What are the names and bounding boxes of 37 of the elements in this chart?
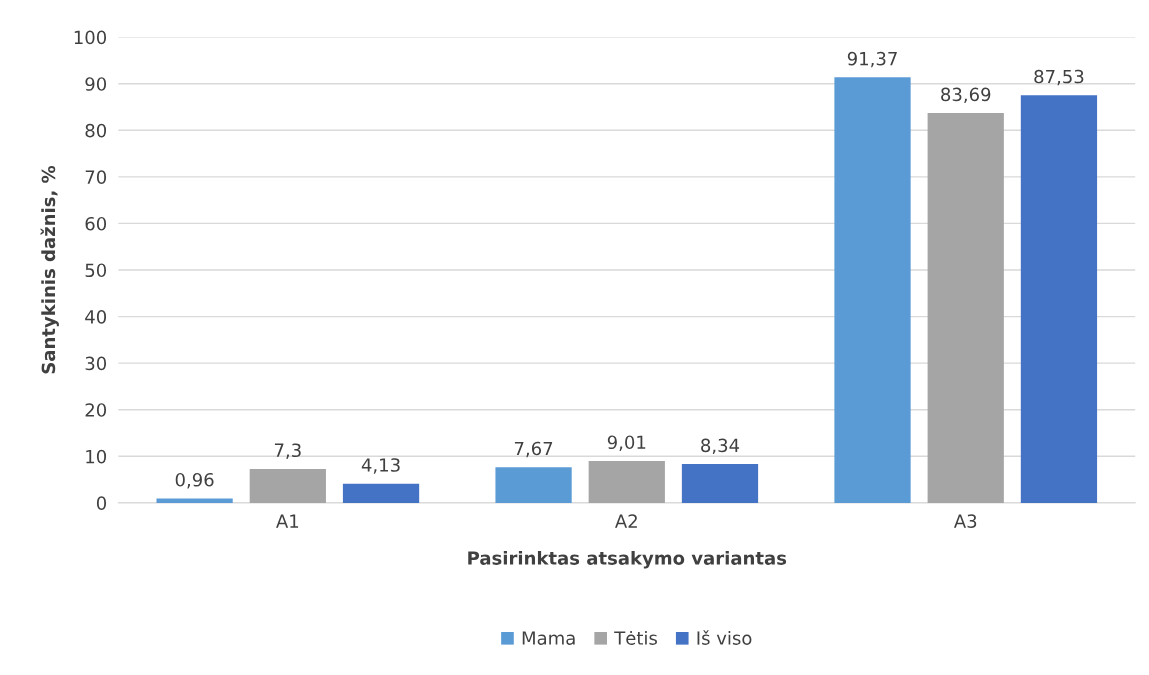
data-label: 7,3: [274, 443, 301, 459]
legend-label: Iš viso: [697, 630, 752, 645]
y-tick-label: 70: [85, 170, 107, 184]
data-label: 87,53: [1034, 69, 1084, 86]
y-axis-title: Santykinis dažnis, %: [40, 165, 59, 374]
data-label: 4,13: [361, 458, 400, 474]
bar: [588, 460, 665, 503]
y-tick-label: 40: [85, 310, 107, 324]
y-tick-label: 100: [74, 30, 107, 45]
data-label: 9,01: [607, 435, 646, 451]
legend-label: Mama: [522, 631, 575, 645]
bar: [834, 77, 911, 503]
y-tick-label: 0: [96, 496, 107, 510]
bar: [927, 113, 1004, 503]
y-tick-label: 30: [85, 356, 107, 371]
bar: [156, 498, 233, 503]
y-tick-label: 60: [85, 216, 107, 231]
data-label: 83,69: [941, 87, 991, 104]
bar: [342, 483, 420, 503]
y-tick-label: 10: [86, 449, 107, 464]
legend-label: Tėtis: [614, 630, 657, 645]
y-tick-label: 80: [85, 123, 107, 138]
bar: [681, 464, 759, 503]
x-tick-label: A3: [953, 514, 977, 528]
bar: [249, 468, 326, 503]
bar: [1020, 95, 1098, 503]
y-tick-label: 20: [85, 403, 107, 417]
y-tick-label: 50: [85, 263, 107, 278]
data-label: 8,34: [701, 438, 740, 455]
bar: [495, 467, 572, 503]
x-tick-label: A2: [615, 514, 637, 528]
data-label: 7,67: [514, 441, 553, 458]
x-tick-label: A1: [276, 514, 299, 528]
data-label: 0,96: [175, 472, 214, 489]
y-tick-label: 90: [85, 77, 107, 91]
x-axis-title: Pasirinktas atsakymo variantas: [468, 550, 787, 569]
data-label: 91,37: [847, 51, 897, 68]
